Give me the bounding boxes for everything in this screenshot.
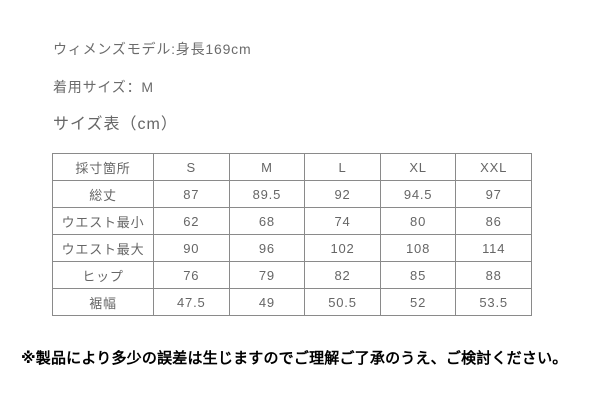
size-table-cell: 68 — [228, 207, 306, 235]
size-table-row-label: 総丈 — [52, 180, 154, 208]
size-table-cell: 89.5 — [228, 180, 306, 208]
size-table-cell: 74 — [304, 207, 381, 235]
size-table-cell: 108 — [379, 234, 457, 262]
size-table-cell: 49 — [228, 288, 306, 316]
size-table-cell: 76 — [153, 261, 230, 289]
size-table-header-s: S — [153, 153, 230, 181]
model-height-text: ウィメンズモデル:身長169cm — [53, 41, 252, 57]
size-table-header-xxl: XXL — [455, 153, 532, 181]
size-table-cell: 53.5 — [455, 288, 532, 316]
table-row-hip: ヒップ 76 79 82 85 88 — [52, 261, 532, 289]
size-table-cell: 80 — [379, 207, 457, 235]
size-table-cell: 97 — [455, 180, 532, 208]
size-table-cell: 114 — [455, 234, 532, 262]
size-table-row-label: ヒップ — [52, 261, 154, 289]
size-table-header-xl: XL — [379, 153, 457, 181]
size-table-cell: 50.5 — [304, 288, 381, 316]
table-row-waist-min: ウエスト最小 62 68 74 80 86 — [52, 207, 532, 235]
size-table-cell: 102 — [304, 234, 381, 262]
size-table-header-m: M — [228, 153, 306, 181]
size-table-header-row: 採寸箇所 S M L XL XXL — [52, 153, 532, 181]
size-table-cell: 96 — [228, 234, 306, 262]
size-table-row-label: ウエスト最大 — [52, 234, 154, 262]
size-table-cell: 85 — [379, 261, 457, 289]
table-row-total-length: 総丈 87 89.5 92 94.5 97 — [52, 180, 532, 208]
size-table-cell: 82 — [304, 261, 381, 289]
size-table-cell: 52 — [379, 288, 457, 316]
table-row-waist-max: ウエスト最大 90 96 102 108 114 — [52, 234, 532, 262]
size-table-cell: 87 — [153, 180, 230, 208]
size-table-cell: 86 — [455, 207, 532, 235]
size-table-cell: 62 — [153, 207, 230, 235]
size-table-cell: 88 — [455, 261, 532, 289]
product-tolerance-note: ※製品により多少の誤差は生じますのでご理解ご了承のうえ、ご検討ください。 — [21, 350, 568, 367]
size-table-cell: 47.5 — [153, 288, 230, 316]
size-table-cell: 92 — [304, 180, 381, 208]
size-table-cell: 79 — [228, 261, 306, 289]
size-table-header-l: L — [304, 153, 381, 181]
table-row-hem-width: 裾幅 47.5 49 50.5 52 53.5 — [52, 288, 532, 316]
size-table-cell: 94.5 — [379, 180, 457, 208]
size-table-cell: 90 — [153, 234, 230, 262]
size-table-row-label: 裾幅 — [52, 288, 154, 316]
size-table-title: サイズ表（cm） — [53, 116, 178, 133]
size-table-header-measure-point: 採寸箇所 — [52, 153, 154, 181]
wearing-size-text: 着用サイズ：M — [53, 79, 154, 95]
size-table: 採寸箇所 S M L XL XXL 総丈 87 89.5 92 94.5 97 … — [52, 153, 532, 316]
size-table-row-label: ウエスト最小 — [52, 207, 154, 235]
